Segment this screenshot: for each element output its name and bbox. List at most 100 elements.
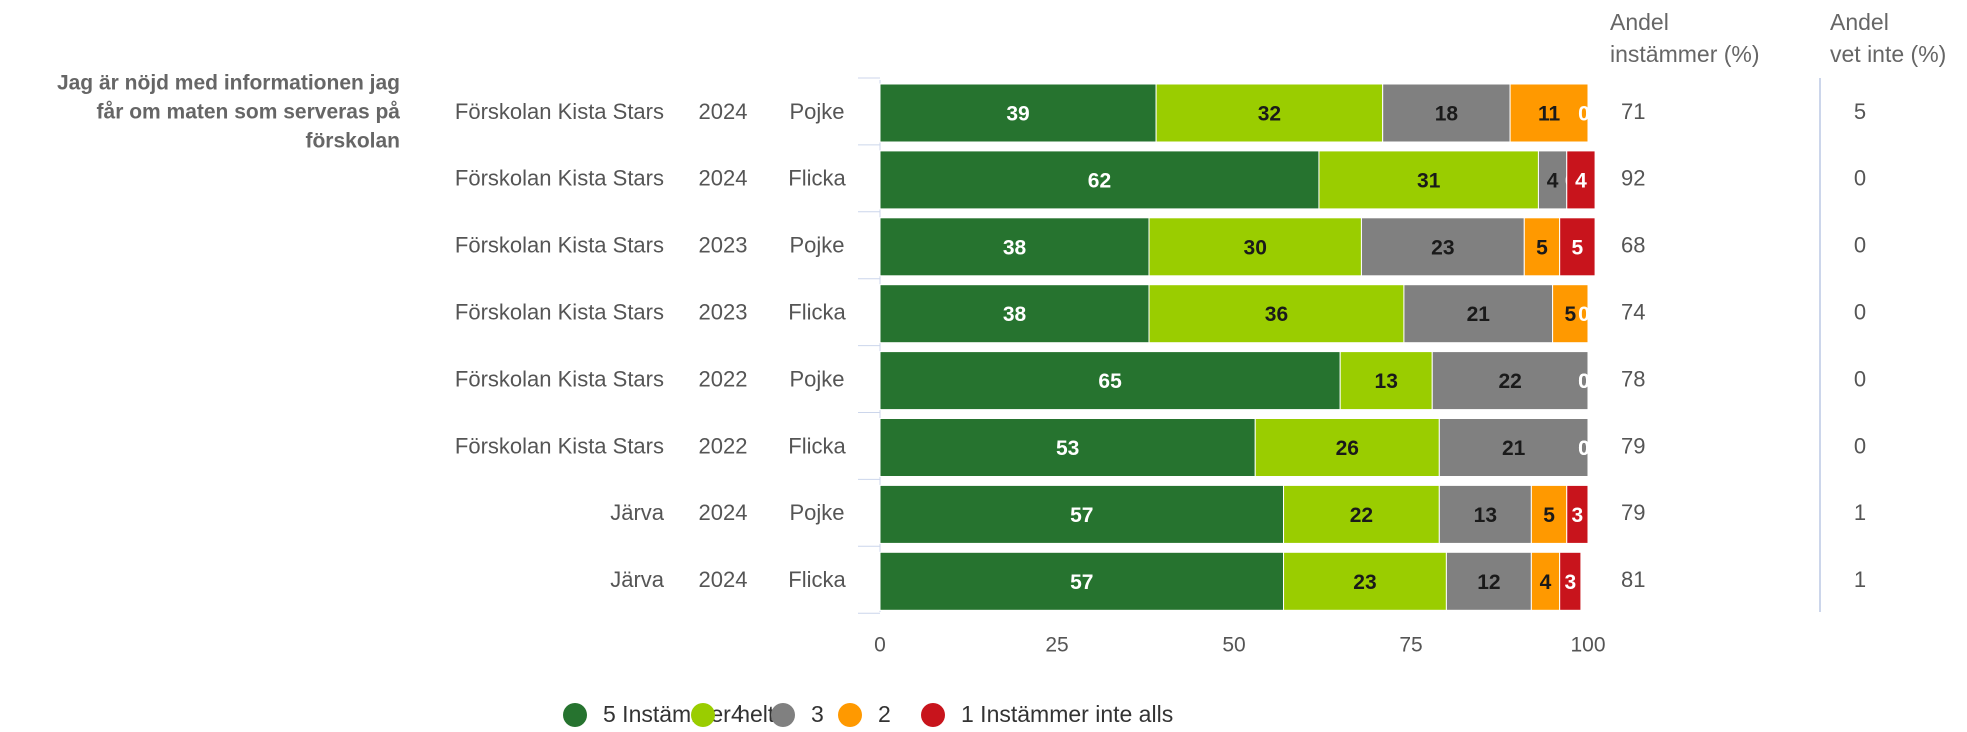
legend-marker[interactable]	[771, 703, 795, 727]
data-label: 30	[1244, 236, 1267, 259]
bar-segment	[879, 284, 1150, 344]
bar-segment	[1155, 83, 1384, 143]
bar-segment	[1438, 484, 1532, 544]
legend-marker[interactable]	[921, 703, 945, 727]
data-label: 36	[1265, 303, 1288, 326]
row-year-label: 2023	[699, 300, 748, 325]
dont-know-value: 0	[1854, 433, 1866, 458]
bar-segment	[1566, 484, 1589, 544]
agree-header: instämmer (%)	[1610, 41, 1760, 67]
x-tick-label: 100	[1570, 634, 1605, 657]
row-gender-label: Flicka	[788, 433, 846, 458]
dont-know-value: 0	[1854, 300, 1866, 325]
agree-value: 78	[1621, 366, 1645, 391]
row-gender-label: Flicka	[788, 567, 846, 592]
bar-segment	[1283, 551, 1447, 611]
x-tick-label: 50	[1222, 634, 1245, 657]
legend-label: 1 Instämmer inte alls	[961, 701, 1173, 727]
row-unit-label: Förskolan Kista Stars	[455, 300, 664, 325]
row-year-label: 2024	[699, 99, 748, 124]
dont-know-value: 1	[1854, 567, 1866, 592]
row-unit-label: Förskolan Kista Stars	[455, 99, 664, 124]
bar-segment	[1530, 484, 1568, 544]
bar-segment	[879, 418, 1256, 477]
data-label: 23	[1431, 236, 1454, 259]
row-gender-label: Pojke	[789, 233, 844, 258]
data-label: 4	[1575, 169, 1587, 192]
bar-segment	[1339, 351, 1433, 411]
bar-segment	[1254, 418, 1440, 477]
bar-segment	[879, 484, 1285, 544]
data-label: 0	[1578, 103, 1590, 126]
row-gender-label: Pojke	[789, 99, 844, 124]
legend-label: 3	[811, 701, 824, 727]
row-year-label: 2022	[699, 366, 748, 391]
bar-segment	[1445, 551, 1532, 611]
row-year-label: 2024	[699, 166, 748, 191]
legend-label: 4	[731, 701, 744, 727]
data-label: 23	[1353, 571, 1376, 594]
row-unit-label: Förskolan Kista Stars	[455, 166, 664, 191]
question-text: förskolan	[305, 130, 400, 153]
data-label: 53	[1056, 437, 1079, 460]
data-label: 5	[1572, 236, 1584, 259]
bar-segment	[1559, 551, 1582, 611]
data-label: 31	[1417, 169, 1441, 192]
data-label: 62	[1088, 169, 1111, 192]
data-label: 13	[1474, 504, 1497, 527]
data-label: 21	[1502, 437, 1526, 460]
data-label: 5	[1564, 303, 1576, 326]
bar-segment	[879, 217, 1150, 277]
legend-marker[interactable]	[838, 703, 862, 727]
bar-segment	[879, 551, 1285, 611]
bar-segment	[879, 351, 1341, 411]
bar-segment	[1537, 150, 1568, 210]
data-label: 12	[1477, 571, 1500, 594]
agree-value: 71	[1621, 99, 1645, 124]
data-label: 57	[1070, 571, 1093, 594]
bar-segment	[1360, 217, 1525, 277]
bar-segment	[1509, 83, 1589, 143]
agree-header: Andel	[1610, 9, 1669, 35]
row-unit-label: Järva	[610, 500, 665, 525]
data-label: 38	[1003, 236, 1027, 259]
bar-segment	[1566, 150, 1596, 210]
row-gender-label: Pojke	[789, 366, 844, 391]
dont-know-value: 5	[1854, 99, 1866, 124]
x-tick-label: 0	[874, 634, 886, 657]
row-gender-label: Pojke	[789, 500, 844, 525]
row-year-label: 2023	[699, 233, 748, 258]
data-label: 39	[1006, 103, 1029, 126]
agree-value: 79	[1621, 433, 1645, 458]
bar-segment	[1552, 284, 1589, 344]
data-label: 0	[1578, 303, 1590, 326]
data-label: 5	[1536, 236, 1548, 259]
row-unit-label: Förskolan Kista Stars	[455, 433, 664, 458]
bar-segment	[1382, 83, 1511, 143]
dont-know-value: 0	[1854, 366, 1866, 391]
x-tick-label: 25	[1045, 634, 1068, 657]
bar-segment	[1559, 217, 1596, 277]
data-label: 4	[1540, 571, 1552, 594]
agree-value: 74	[1621, 300, 1645, 325]
data-label: 38	[1003, 303, 1027, 326]
legend-marker[interactable]	[691, 703, 715, 727]
agree-value: 81	[1621, 567, 1645, 592]
row-unit-label: Förskolan Kista Stars	[455, 233, 664, 258]
data-label: 3	[1564, 571, 1576, 594]
row-unit-label: Förskolan Kista Stars	[455, 366, 664, 391]
legend-marker[interactable]	[563, 703, 587, 727]
data-label: 18	[1435, 103, 1459, 126]
row-year-label: 2024	[699, 500, 748, 525]
data-label: 0	[1578, 437, 1590, 460]
data-label: 0	[1578, 370, 1590, 393]
bar-segment	[879, 83, 1157, 143]
bar-segment	[1431, 351, 1589, 411]
bar-segment	[879, 150, 1320, 210]
row-year-label: 2024	[699, 567, 748, 592]
agree-value: 68	[1621, 233, 1645, 258]
row-unit-label: Järva	[610, 567, 665, 592]
data-label: 57	[1070, 504, 1093, 527]
data-label: 13	[1375, 370, 1398, 393]
